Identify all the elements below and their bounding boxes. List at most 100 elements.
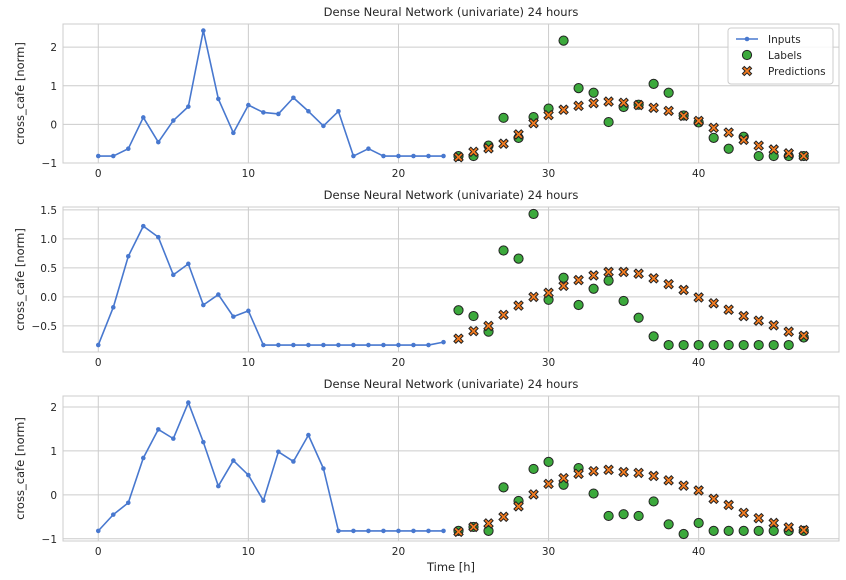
prediction-point: [588, 270, 599, 281]
y-axis-label: cross_cafe [norm]: [13, 42, 27, 145]
inputs-point: [321, 123, 326, 129]
prediction-point: [633, 268, 644, 280]
y-tick-label: 0: [50, 490, 57, 502]
prediction-point: [453, 151, 464, 163]
inputs-point: [411, 528, 416, 534]
x-axis-label: Time [h]: [426, 560, 475, 574]
y-tick-label: −0.5: [32, 321, 58, 333]
inputs-point: [366, 146, 371, 152]
legend: Inputs Labels Predictions: [727, 27, 834, 85]
prediction-point: [558, 472, 569, 484]
prediction-point: [573, 468, 584, 480]
inputs-point: [201, 28, 206, 33]
y-tick-label: 2: [50, 402, 57, 414]
inputs-point: [351, 342, 356, 348]
x-tick-label: 20: [392, 357, 405, 369]
prediction-point: [738, 134, 749, 146]
prediction-point: [723, 499, 734, 511]
label-point: [513, 253, 524, 264]
prediction-point: [588, 465, 599, 477]
inputs-point: [336, 342, 341, 348]
inputs-point: [156, 139, 161, 145]
plot-area: [63, 396, 839, 541]
y-tick-label: 1: [50, 81, 57, 93]
inputs-point: [231, 130, 236, 136]
inputs-point: [186, 104, 191, 109]
axes-frame: [62, 206, 840, 353]
inputs-point: [246, 308, 251, 314]
prediction-point: [483, 320, 494, 332]
inputs-point: [231, 458, 236, 463]
label-point: [723, 525, 734, 536]
label-point: [768, 339, 779, 351]
inputs-point: [156, 234, 161, 240]
label-point: [708, 339, 719, 351]
x-tick-label: 0: [95, 168, 102, 180]
prediction-point: [513, 500, 524, 512]
label-point: [573, 299, 584, 311]
x-tick-label: 40: [692, 357, 705, 369]
inputs-point: [306, 108, 311, 114]
x-tick-label: 0: [95, 357, 102, 369]
label-point: [483, 525, 494, 536]
inputs-point: [125, 500, 131, 506]
axes-frame: [62, 23, 840, 164]
label-point: [648, 496, 659, 507]
inputs-point: [276, 111, 281, 117]
label-point: [573, 82, 584, 94]
prediction-point: [618, 466, 629, 478]
inputs-point: [231, 314, 236, 319]
prediction-point: [708, 493, 719, 505]
inputs-point: [156, 427, 161, 432]
prediction-point: [468, 146, 479, 158]
prediction-point: [528, 489, 539, 500]
inputs-point: [396, 153, 401, 159]
inputs-series-line: [98, 29, 444, 157]
inputs-point: [291, 342, 296, 348]
inputs-point: [291, 95, 296, 101]
prediction-point: [798, 524, 810, 536]
prediction-point: [693, 115, 704, 127]
prediction-point: [663, 105, 674, 117]
label-point: [618, 509, 629, 520]
prediction-point: [783, 148, 795, 159]
label-point: [588, 87, 599, 98]
prediction-point: [558, 104, 569, 116]
inputs-point: [110, 305, 116, 310]
label-point: [693, 339, 704, 351]
label-point: [693, 517, 704, 529]
prediction-point: [783, 326, 795, 338]
label-point: [768, 525, 779, 536]
label-point: [663, 339, 674, 351]
inputs-series-line: [97, 401, 444, 532]
inputs-point: [336, 528, 341, 534]
prediction-point: [513, 300, 524, 311]
label-point: [738, 525, 749, 536]
x-tick-label: 20: [392, 168, 405, 180]
x-tick-label: 30: [542, 357, 555, 369]
label-point: [498, 245, 509, 256]
x-tick-label: 10: [242, 357, 255, 369]
prediction-point: [738, 310, 749, 322]
prediction-point: [543, 287, 554, 299]
inputs-point: [171, 118, 176, 123]
label-point: [663, 87, 674, 98]
legend-labels-label: Labels: [768, 50, 802, 62]
inputs-point: [366, 342, 371, 348]
label-point: [528, 208, 539, 220]
inputs-point: [381, 528, 386, 534]
x-tick-label: 30: [542, 168, 555, 180]
y-tick-label: 0.5: [40, 263, 57, 275]
inputs-point: [95, 342, 101, 348]
chart-title: Dense Neural Network (univariate) 24 hou…: [324, 377, 579, 391]
prediction-point: [693, 485, 704, 496]
prediction-point: [603, 266, 614, 278]
inputs-point: [276, 342, 281, 348]
inputs-point: [141, 223, 146, 229]
inputs-point: [110, 153, 116, 159]
prediction-point: [708, 122, 719, 134]
prediction-point: [753, 140, 765, 151]
inputs-point: [95, 528, 101, 534]
inputs-point: [426, 342, 431, 348]
legend-box: [727, 27, 834, 85]
